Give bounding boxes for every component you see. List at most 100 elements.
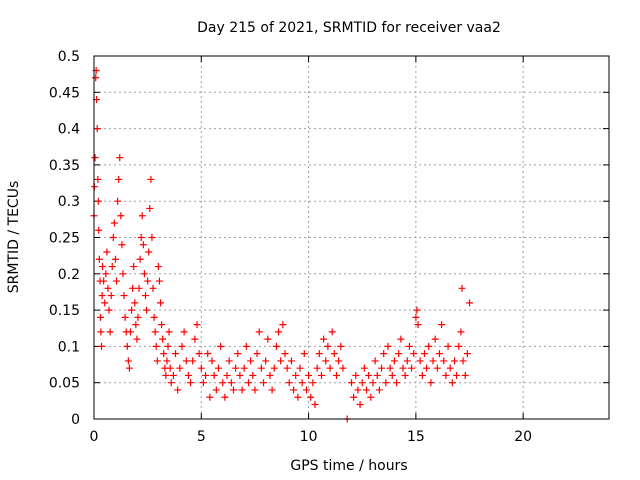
data-point [114,197,122,205]
data-point [210,371,218,379]
data-point [160,350,168,358]
data-point [101,299,109,307]
data-point [300,350,308,358]
data-point [202,371,210,379]
data-point [388,371,396,379]
data-point [427,379,435,387]
data-point [378,364,386,372]
data-point [466,299,474,307]
data-point [206,393,214,401]
data-point [135,284,143,292]
x-tick-label: 0 [90,429,99,445]
data-point [115,175,123,183]
data-point [119,270,127,278]
data-point [268,386,276,394]
y-tick-label: 0.15 [49,303,80,319]
data-point [320,335,328,343]
data-point [247,357,255,365]
data-point [240,364,248,372]
data-point [283,364,291,372]
data-point [105,306,113,314]
data-point [270,364,278,372]
data-point [305,371,313,379]
data-point [108,263,116,271]
data-point [350,393,358,401]
data-point [380,350,388,358]
data-point [232,364,240,372]
data-point [356,400,364,408]
data-point [266,371,274,379]
data-point [431,335,439,343]
data-point [154,263,162,271]
data-point [348,379,355,387]
data-point [120,292,128,300]
data-point [420,350,428,358]
data-point [125,364,133,372]
data-point [139,241,147,249]
data-point [182,357,190,365]
data-point [178,342,186,350]
data-point [260,379,268,387]
x-tick-label: 10 [300,429,318,445]
data-point [257,364,265,372]
data-point [124,357,132,365]
data-point [429,357,437,365]
data-point [408,364,416,372]
data-point [458,284,466,292]
data-point [143,306,151,314]
data-point [315,350,323,358]
data-point [292,371,300,379]
data-point [164,342,172,350]
data-point [98,342,106,350]
data-point [397,335,405,343]
data-point [307,393,315,401]
data-point [390,357,398,365]
data-point [109,234,117,241]
data-point [92,74,100,82]
x-tick-label: 15 [407,429,425,445]
data-point [253,350,261,358]
data-point [118,241,126,249]
data-point [150,313,158,321]
data-point [375,386,383,394]
data-point [463,350,471,358]
data-point [223,371,231,379]
data-point [159,335,167,343]
data-point [116,154,124,162]
data-point [416,357,424,365]
data-point [91,154,99,162]
data-point [227,379,235,387]
data-point [440,357,448,365]
data-point [131,299,139,307]
data-point [249,371,257,379]
data-point [95,226,103,234]
data-point [97,328,105,336]
data-point [193,321,201,329]
data-point [151,328,159,336]
data-point [174,386,182,394]
data-point [435,350,443,358]
data-point [418,371,426,379]
data-point [296,364,304,372]
y-tick-label: 0.25 [49,231,80,247]
data-point [100,277,108,285]
data-point [155,277,163,285]
data-point [369,379,377,387]
data-point [275,328,283,336]
data-point [425,342,433,350]
plot-frame [93,55,610,420]
data-point [448,379,456,387]
data-point [145,248,153,256]
data-point [401,371,409,379]
data-point [311,400,319,408]
data-point [221,393,229,401]
y-tick-label: 0.05 [49,376,80,392]
axis-ticks [93,55,609,420]
data-point [214,364,222,372]
data-point [163,357,171,365]
data-point [189,357,197,365]
data-point [403,357,411,365]
data-point [287,357,295,365]
data-point [330,350,338,358]
data-point [187,379,195,387]
